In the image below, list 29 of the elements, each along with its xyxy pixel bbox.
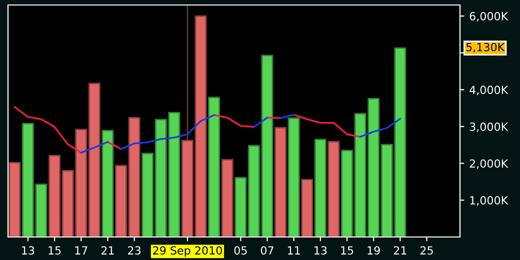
x-tick-label: 17 bbox=[75, 246, 88, 254]
x-tick-label: 19 bbox=[368, 246, 380, 255]
bar bbox=[8, 162, 21, 237]
bar bbox=[328, 140, 340, 237]
x-tick-label: 21 bbox=[101, 246, 114, 254]
bar bbox=[274, 126, 287, 237]
x-tick-label: 13 bbox=[22, 246, 34, 255]
x-tick-label: 11 bbox=[288, 246, 300, 254]
y-tick-label: 2,000K bbox=[470, 159, 508, 169]
x-tick-label: 25 bbox=[420, 246, 433, 255]
x-tick-label: 29 Sep 2010 bbox=[153, 246, 222, 257]
bar bbox=[314, 138, 326, 237]
x-tick-label: 15 bbox=[341, 246, 354, 255]
bar bbox=[288, 117, 300, 237]
x-tick-label: 23 bbox=[128, 246, 140, 255]
bar bbox=[301, 178, 314, 237]
x-tick-label: 15 bbox=[48, 246, 61, 255]
x-tick-label: 13 bbox=[314, 246, 327, 255]
y-tick-label: 1,000K bbox=[470, 196, 508, 206]
text: 5,130K bbox=[466, 42, 505, 52]
bar bbox=[208, 96, 220, 237]
x-tick-label: 05 bbox=[234, 246, 247, 255]
y-tick-label: 6,000K bbox=[470, 12, 508, 22]
y-tick-label: 3,000K bbox=[470, 122, 508, 132]
bar bbox=[221, 158, 234, 237]
x-tick-label: 07 bbox=[260, 246, 274, 255]
bar bbox=[102, 130, 114, 237]
x-tick-label: 21 bbox=[394, 246, 406, 254]
y-tick-label: 4,000K bbox=[470, 86, 508, 96]
